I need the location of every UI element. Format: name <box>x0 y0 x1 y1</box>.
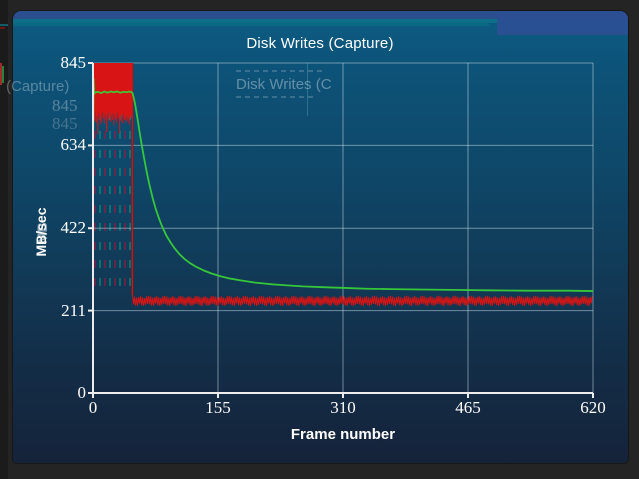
x-axis-title: Frame number <box>290 426 396 443</box>
x-tick-label: 155 <box>205 398 231 417</box>
y-tick-label: 422 <box>60 218 87 238</box>
panel-teal-stripe-2 <box>13 23 489 26</box>
red-series-line <box>92 63 593 306</box>
x-tick-label: 310 <box>330 398 356 417</box>
chart-title: Disk Writes (Capture) <box>246 35 394 52</box>
x-tick-label: 465 <box>455 398 481 417</box>
y-tick-label: 845 <box>60 53 87 72</box>
panel-teal-stripe <box>13 19 497 23</box>
x-tick-label: 620 <box>580 398 606 417</box>
panel-top-stripe-ghost <box>497 11 628 35</box>
panel-top-stripe <box>13 11 628 19</box>
left-edge-strip <box>0 0 8 479</box>
y-tick-label: 0 <box>77 383 87 402</box>
y-tick-label: 634 <box>60 135 87 155</box>
green-series-line <box>92 77 594 292</box>
y-tick-label: 211 <box>61 300 86 320</box>
y-axis-title: MB/sec <box>33 207 49 257</box>
x-tick-label: 0 <box>88 398 98 417</box>
